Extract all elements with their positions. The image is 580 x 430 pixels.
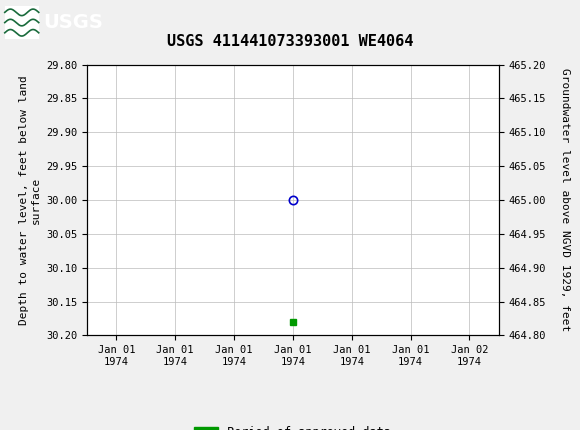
Bar [5, 6, 39, 39]
Text: USGS 411441073393001 WE4064: USGS 411441073393001 WE4064 [167, 34, 413, 49]
Legend: Period of approved data: Period of approved data [190, 421, 396, 430]
Y-axis label: Depth to water level, feet below land
surface: Depth to water level, feet below land su… [19, 75, 41, 325]
Y-axis label: Groundwater level above NGVD 1929, feet: Groundwater level above NGVD 1929, feet [560, 68, 570, 332]
Text: USGS: USGS [44, 13, 103, 32]
